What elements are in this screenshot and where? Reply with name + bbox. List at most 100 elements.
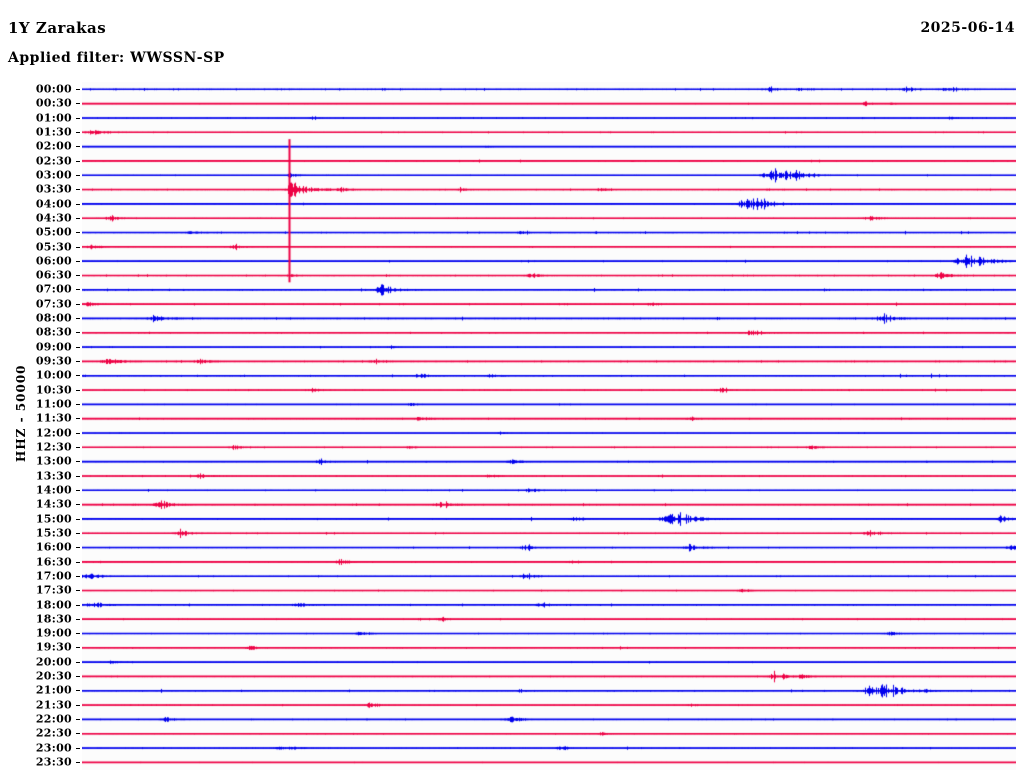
time-tick-label: 01:00: [35, 111, 72, 125]
time-tick-label: 23:00: [35, 741, 72, 755]
seismogram-plot: [82, 82, 1016, 770]
time-tick-label: 23:30: [35, 755, 72, 769]
time-tick-mark: [76, 447, 80, 448]
time-tick-label: 16:30: [35, 555, 72, 569]
time-tick-label: 01:30: [35, 125, 72, 139]
time-tick-mark: [76, 662, 80, 663]
time-tick-label: 08:30: [35, 325, 72, 339]
time-tick-mark: [76, 676, 80, 677]
time-tick-label: 11:30: [35, 411, 72, 425]
time-tick-mark: [76, 590, 80, 591]
time-tick-mark: [76, 103, 80, 104]
time-tick-mark: [76, 547, 80, 548]
time-tick-mark: [76, 189, 80, 190]
time-tick-mark: [76, 762, 80, 763]
time-tick-mark: [76, 146, 80, 147]
time-tick-mark: [76, 247, 80, 248]
time-tick-label: 15:30: [35, 526, 72, 540]
time-tick-mark: [76, 690, 80, 691]
time-tick-mark: [76, 404, 80, 405]
time-tick-label: 20:00: [35, 655, 72, 669]
time-tick-label: 14:00: [35, 483, 72, 497]
time-tick-mark: [76, 89, 80, 90]
time-tick-mark: [76, 504, 80, 505]
time-tick-label: 07:00: [35, 282, 72, 296]
time-tick-mark: [76, 204, 80, 205]
time-tick-mark: [76, 519, 80, 520]
time-tick-mark: [76, 232, 80, 233]
time-tick-mark: [76, 289, 80, 290]
time-tick-label: 05:00: [35, 225, 72, 239]
time-tick-label: 06:30: [35, 268, 72, 282]
time-tick-label: 11:00: [35, 397, 72, 411]
time-tick-label: 17:30: [35, 583, 72, 597]
time-tick-label: 09:30: [35, 354, 72, 368]
time-tick-label: 07:30: [35, 297, 72, 311]
time-tick-mark: [76, 390, 80, 391]
time-tick-mark: [76, 490, 80, 491]
time-tick-label: 03:00: [35, 168, 72, 182]
time-tick-label: 02:00: [35, 139, 72, 153]
seismogram-traces: [82, 82, 1016, 770]
time-tick-label: 16:00: [35, 540, 72, 554]
time-tick-label: 00:00: [35, 82, 72, 96]
time-tick-label: 12:00: [35, 426, 72, 440]
time-tick-mark: [76, 605, 80, 606]
time-tick-label: 22:30: [35, 726, 72, 740]
time-tick-mark: [76, 161, 80, 162]
time-tick-mark: [76, 361, 80, 362]
time-tick-label: 10:30: [35, 383, 72, 397]
time-tick-mark: [76, 461, 80, 462]
time-tick-mark: [76, 318, 80, 319]
time-tick-mark: [76, 619, 80, 620]
time-tick-label: 22:00: [35, 712, 72, 726]
time-tick-label: 13:30: [35, 469, 72, 483]
time-tick-mark: [76, 733, 80, 734]
time-tick-mark: [76, 375, 80, 376]
time-tick-mark: [76, 705, 80, 706]
time-tick-mark: [76, 576, 80, 577]
time-tick-label: 12:30: [35, 440, 72, 454]
time-tick-mark: [76, 748, 80, 749]
time-tick-label: 17:00: [35, 569, 72, 583]
time-tick-label: 15:00: [35, 512, 72, 526]
station-title: 1Y Zarakas: [8, 19, 107, 37]
time-tick-label: 10:00: [35, 368, 72, 382]
time-tick-label: 06:00: [35, 254, 72, 268]
time-tick-label: 21:30: [35, 698, 72, 712]
time-tick-label: 05:30: [35, 240, 72, 254]
time-tick-label: 19:30: [35, 640, 72, 654]
time-tick-mark: [76, 418, 80, 419]
time-tick-mark: [76, 476, 80, 477]
time-tick-label: 18:30: [35, 612, 72, 626]
time-tick-label: 19:00: [35, 626, 72, 640]
time-tick-label: 21:00: [35, 683, 72, 697]
time-tick-label: 13:00: [35, 454, 72, 468]
time-tick-label: 08:00: [35, 311, 72, 325]
time-tick-label: 04:00: [35, 197, 72, 211]
record-date: 2025-06-14: [920, 20, 1015, 36]
time-tick-mark: [76, 647, 80, 648]
time-tick-mark: [76, 118, 80, 119]
time-tick-mark: [76, 347, 80, 348]
time-tick-mark: [76, 218, 80, 219]
time-tick-label: 02:30: [35, 154, 72, 168]
time-tick-mark: [76, 275, 80, 276]
time-axis: 00:00 00:30 01:00 01:30 02:00 02:30 03:00 03:30…: [0, 82, 80, 772]
time-tick-label: 04:30: [35, 211, 72, 225]
time-tick-mark: [76, 533, 80, 534]
time-tick-mark: [76, 332, 80, 333]
time-tick-mark: [76, 719, 80, 720]
time-tick-label: 20:30: [35, 669, 72, 683]
time-tick-mark: [76, 304, 80, 305]
time-tick-label: 09:00: [35, 340, 72, 354]
time-tick-mark: [76, 633, 80, 634]
time-tick-mark: [76, 261, 80, 262]
applied-filter-label: Applied filter: WWSSN-SP: [8, 50, 225, 66]
time-tick-mark: [76, 132, 80, 133]
time-tick-mark: [76, 175, 80, 176]
time-tick-label: 00:30: [35, 96, 72, 110]
time-tick-label: 03:30: [35, 182, 72, 196]
time-tick-label: 18:00: [35, 598, 72, 612]
